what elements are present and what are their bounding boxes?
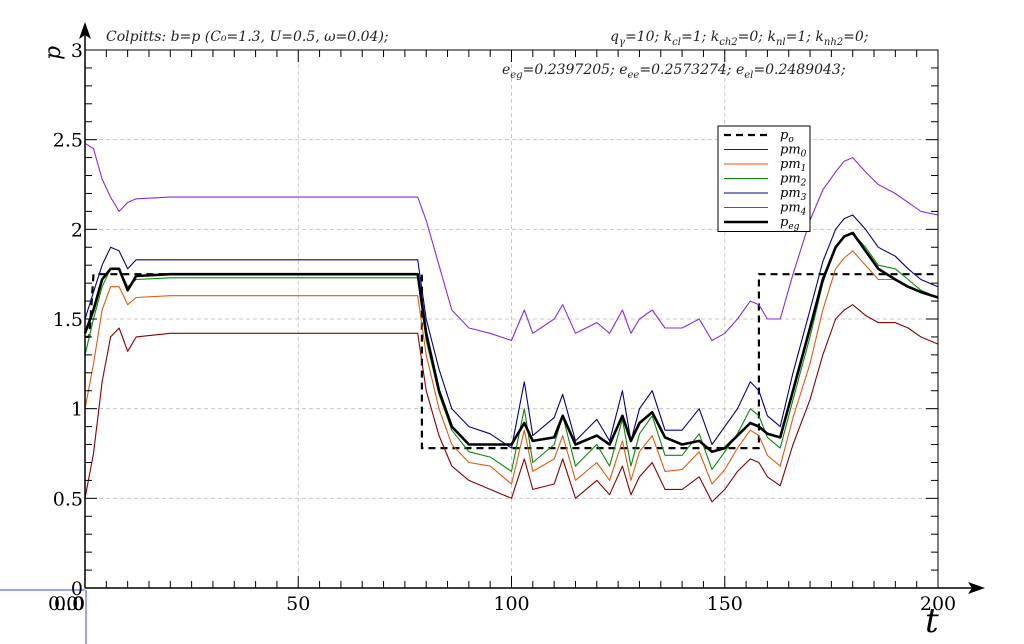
series-line-pm1	[84, 250, 939, 485]
x-tick-label: 150	[707, 593, 743, 615]
y-tick-label: 2.5	[53, 130, 83, 152]
series-line-pm0	[84, 304, 939, 503]
tick-labels: 0 50 100 150 200 0.00.00 0.5 1 1.5 2 2.5 3 t p	[41, 40, 956, 641]
x-axis-arrow	[968, 582, 985, 594]
series-line-peg	[83, 231, 939, 453]
y-axis-arrow	[79, 22, 91, 39]
parameter-annotation: qγ=10; kcl=1; kch2=0; knl=1; knh2=0;	[610, 29, 869, 48]
y-tick-label: 0	[71, 578, 83, 600]
legend-label-pm4: pm4	[780, 201, 807, 218]
x-tick-label: 0	[73, 593, 85, 615]
x-tick-label-origin-overlap: 0.0	[54, 593, 84, 615]
chart-title: Colpitts: b=p (C₀=1.3, U=0.5, ω=0.04);	[106, 29, 389, 45]
y-tick-label: 1.5	[53, 309, 83, 331]
legend-label-pm2: pm2	[780, 172, 807, 189]
axes	[0, 22, 985, 644]
y-tick-label: 0.5	[53, 488, 83, 510]
y-tick-label: 3	[71, 40, 83, 62]
y-axis-label: p	[41, 46, 66, 60]
legend-label-pm1: pm1	[780, 157, 806, 174]
x-tick-label-origin-overlap: 0.0	[48, 593, 78, 615]
legend-label-pm0: pm0	[780, 143, 807, 160]
x-tick-label: 200	[920, 593, 956, 615]
error-annotation: eeg=0.2397205; eee=0.2573274; eel=0.2489…	[502, 62, 846, 81]
legend-label-pm3: pm3	[780, 186, 807, 203]
x-tick-label: 100	[493, 593, 529, 615]
x-tick-label: 50	[286, 593, 310, 615]
series-layer	[83, 142, 939, 503]
x-axis-label: t	[925, 601, 939, 641]
y-tick-label: 2	[71, 219, 83, 241]
y-tick-label: 1	[71, 399, 83, 421]
series-line-pm3	[84, 214, 939, 449]
series-line-pm4	[84, 142, 939, 342]
